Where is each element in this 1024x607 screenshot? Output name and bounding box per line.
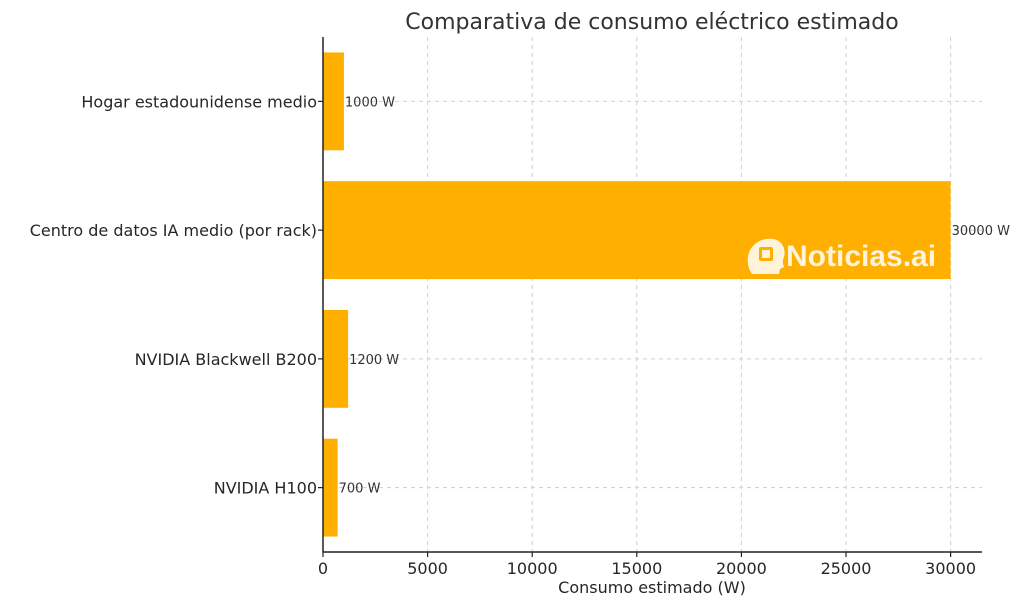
- bar: [323, 52, 344, 151]
- data-label: 700 W: [339, 482, 381, 497]
- category-label: NVIDIA Blackwell B200: [135, 350, 317, 369]
- x-tick-label: 25000: [821, 559, 872, 578]
- x-tick-label: 0: [318, 559, 328, 578]
- x-tick-label: 20000: [716, 559, 767, 578]
- data-label: 30000 W: [952, 224, 1010, 239]
- data-label: 1000 W: [345, 95, 395, 110]
- x-tick-label: 30000: [925, 559, 976, 578]
- x-tick-label: 15000: [611, 559, 662, 578]
- bars: [323, 52, 951, 537]
- brain-chip-icon: [747, 238, 785, 274]
- category-labels: Hogar estadounidense medio Centro de dato…: [30, 92, 317, 497]
- x-tick-label: 10000: [507, 559, 558, 578]
- data-labels: 1000 W 30000 W 1200 W 700 W: [339, 95, 1010, 496]
- category-label: NVIDIA H100: [214, 479, 317, 498]
- bar: [323, 438, 338, 537]
- watermark-logo: Noticias.ai: [747, 238, 936, 274]
- watermark-text: Noticias.ai: [786, 240, 936, 273]
- bar: [323, 309, 349, 408]
- axes: [322, 37, 982, 553]
- x-ticks: 0 5000 10000 15000 20000 25000 30000: [318, 100, 976, 578]
- grid: [323, 37, 982, 552]
- category-label: Centro de datos IA medio (por rack): [30, 221, 317, 240]
- x-axis-label: Consumo estimado (W): [558, 578, 746, 597]
- category-label: Hogar estadounidense medio: [81, 92, 317, 111]
- chart-title: Comparativa de consumo eléctrico estimad…: [405, 10, 898, 35]
- bar: [323, 181, 951, 280]
- x-tick-label: 5000: [407, 559, 448, 578]
- data-label: 1200 W: [349, 353, 399, 368]
